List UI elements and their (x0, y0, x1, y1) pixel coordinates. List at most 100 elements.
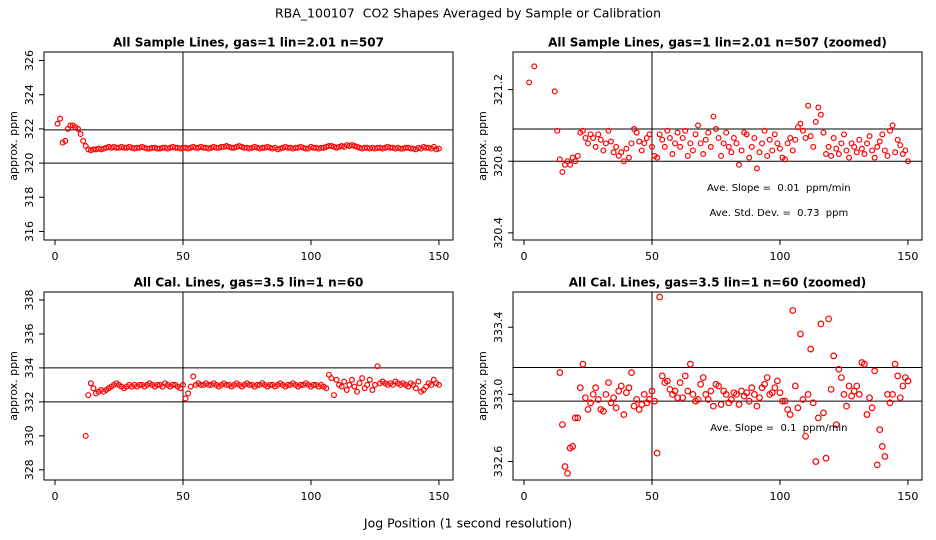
point (863, 140, 870, 147)
y-tick-label: 336 (23, 323, 36, 344)
point (779, 397, 786, 405)
y-tick-label: 333.0 (492, 379, 505, 411)
point (610, 149, 617, 156)
point (584, 140, 591, 147)
point (679, 394, 687, 402)
point (558, 421, 566, 429)
point (822, 454, 830, 462)
point (666, 134, 673, 141)
point (697, 140, 704, 147)
point (633, 129, 640, 136)
point (823, 151, 830, 158)
plot-frame (512, 51, 923, 241)
point (85, 392, 92, 399)
point (584, 406, 592, 413)
point (599, 407, 607, 415)
point (169, 381, 176, 388)
point (633, 396, 641, 403)
point (799, 127, 806, 134)
point (761, 380, 768, 388)
point (855, 390, 863, 398)
plot-area (513, 292, 922, 480)
point (791, 382, 799, 390)
point (809, 399, 817, 407)
point (348, 376, 355, 383)
y-tick-label: 320.8 (492, 145, 505, 177)
point (904, 158, 911, 165)
annotation: Ave. Std. Dev. = 0.73 ppm (709, 208, 848, 219)
point (814, 414, 822, 422)
point (605, 127, 612, 134)
point (838, 140, 845, 147)
point (692, 131, 699, 138)
panel-title: All Sample Lines, gas=1 lin=2.01 n=507 (113, 36, 384, 50)
point (572, 158, 579, 165)
point (82, 432, 89, 439)
point (794, 404, 802, 412)
point (677, 143, 684, 150)
point (733, 390, 740, 398)
point (592, 384, 600, 392)
point (866, 394, 873, 402)
point (753, 402, 761, 410)
point (75, 125, 82, 132)
point (712, 125, 719, 132)
point (876, 138, 883, 145)
point (863, 411, 871, 418)
point (569, 443, 577, 450)
point (840, 131, 847, 138)
point (689, 147, 696, 154)
point (182, 395, 189, 402)
point (902, 147, 909, 154)
point (833, 145, 840, 152)
point (743, 389, 751, 397)
annotation: Ave. Slope = 0.01 ppm/min (707, 183, 851, 194)
point (338, 383, 345, 390)
point (90, 385, 97, 392)
point (769, 147, 776, 154)
point (641, 140, 648, 147)
point (846, 154, 853, 161)
point (618, 149, 625, 156)
point (884, 152, 891, 159)
point (579, 360, 587, 368)
point (710, 402, 717, 410)
point (868, 404, 876, 412)
point (559, 168, 566, 175)
point (807, 345, 815, 353)
point (845, 382, 853, 390)
point (323, 385, 330, 392)
point (871, 367, 879, 375)
point (802, 432, 809, 440)
point (792, 136, 799, 143)
x-tick-label: 100 (769, 250, 790, 263)
annotation: Ave. Slope = 0.1 ppm/min (710, 423, 847, 434)
y-tick-label: 332.6 (492, 446, 505, 478)
point (748, 384, 756, 392)
point (556, 156, 563, 163)
plot-area (513, 52, 922, 240)
point (328, 375, 335, 382)
point (656, 293, 664, 301)
point (730, 134, 737, 141)
point (812, 118, 819, 125)
point (843, 402, 850, 410)
point (781, 397, 789, 405)
point (595, 131, 602, 138)
point (702, 136, 709, 143)
y-axis-label: approx. ppm (476, 351, 489, 421)
y-tick-label: 330 (23, 425, 36, 446)
point (608, 138, 615, 145)
point (646, 131, 653, 138)
point (628, 140, 635, 147)
point (664, 127, 671, 134)
panel-title: All Cal. Lines, gas=3.5 lin=1 n=60 (zoom… (569, 276, 867, 290)
point (197, 381, 204, 388)
point (366, 376, 373, 383)
y-tick-label: 334 (23, 357, 36, 378)
point (648, 143, 655, 150)
point (876, 426, 884, 434)
point (625, 154, 632, 161)
point (687, 140, 694, 147)
